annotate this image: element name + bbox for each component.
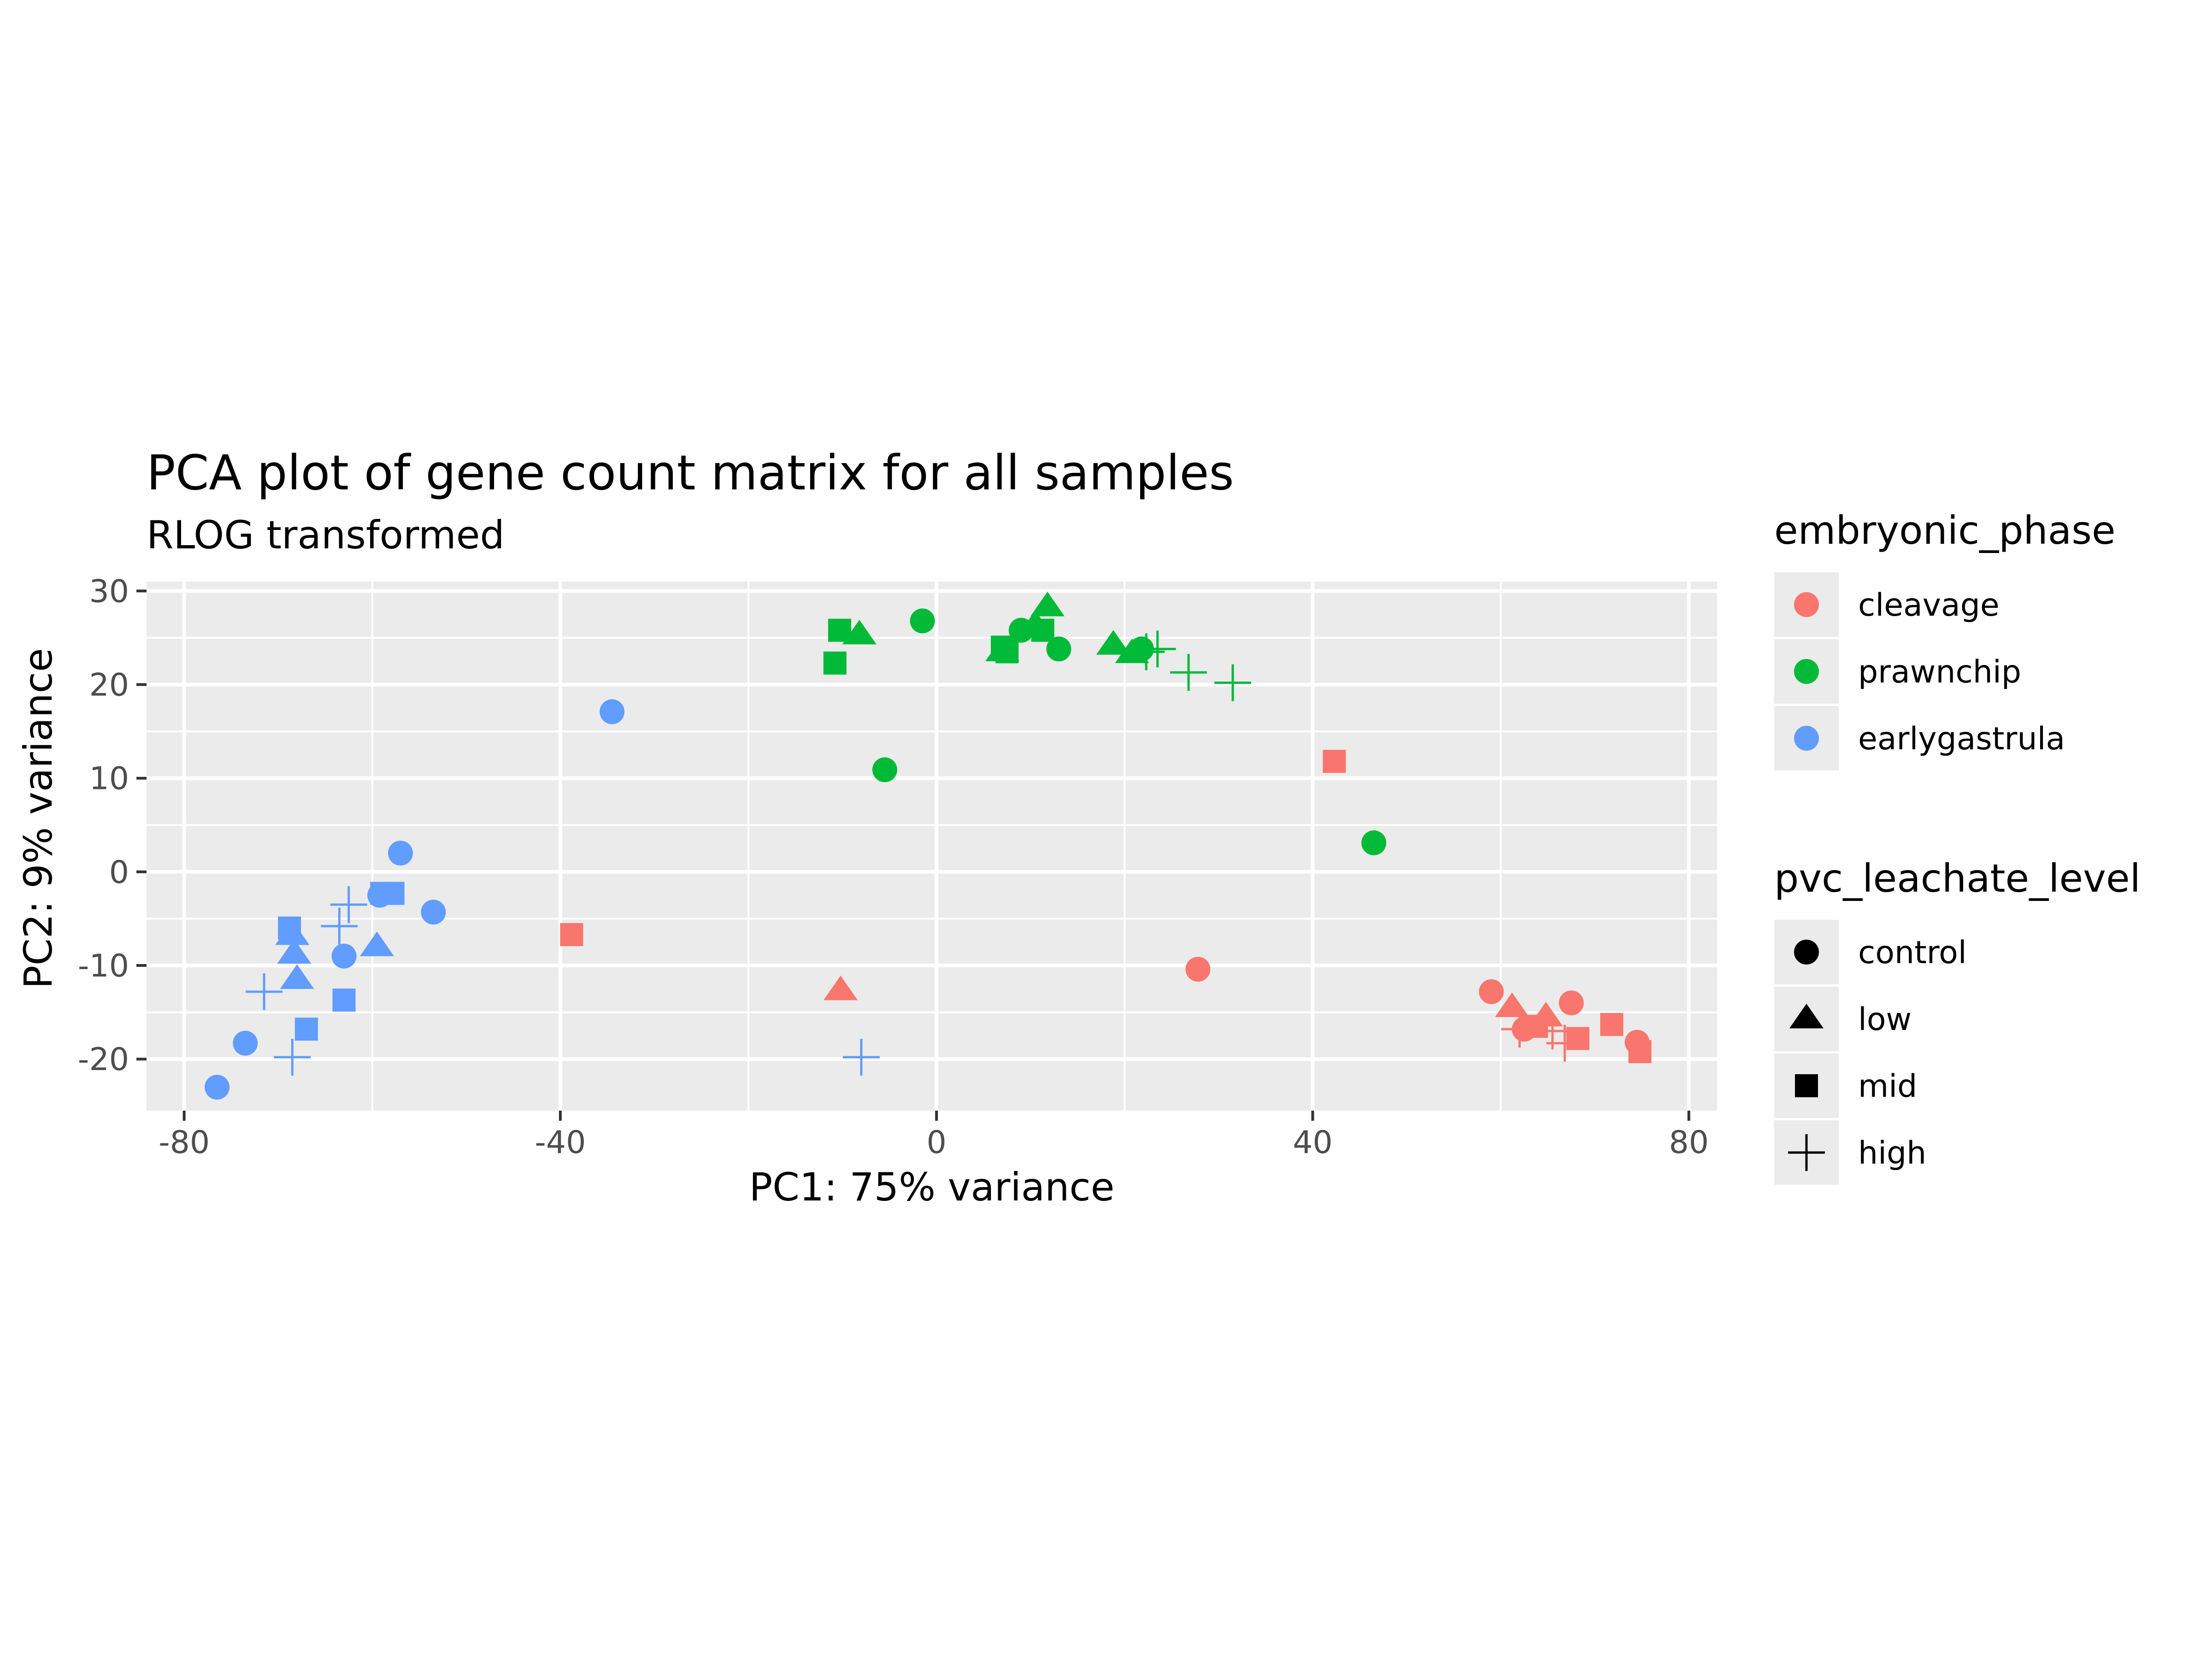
data-point: [600, 699, 625, 724]
plot-panel: [147, 582, 1717, 1111]
data-point: [995, 640, 1019, 664]
data-point: [1214, 664, 1252, 701]
y-tick-label: -20: [78, 1041, 129, 1078]
legend-key-level: [1794, 940, 1819, 965]
data-point: [1323, 750, 1346, 773]
y-tick-label: 10: [89, 761, 129, 797]
data-point: [294, 1018, 318, 1041]
data-point: [910, 608, 935, 634]
data-point: [1600, 1013, 1624, 1036]
data-points: [205, 591, 1652, 1100]
data-point: [1479, 979, 1504, 1004]
legend-key-level: [1795, 1074, 1818, 1097]
y-tick-label: 30: [89, 573, 129, 610]
x-tick-label: -40: [535, 1124, 586, 1161]
data-point: [359, 931, 394, 956]
data-point: [823, 651, 847, 675]
data-point: [824, 975, 858, 1000]
data-point: [1139, 630, 1176, 668]
data-point: [1096, 630, 1130, 655]
legend-label-level: low: [1858, 1001, 1912, 1038]
legend-key-phase: [1794, 592, 1819, 617]
data-point: [1361, 830, 1387, 855]
x-tick-label: 0: [927, 1124, 947, 1161]
data-point: [388, 841, 413, 866]
x-axis-label: PC1: 75% variance: [749, 1165, 1115, 1210]
data-point: [205, 1075, 230, 1100]
chart-subtitle: RLOG transformed: [147, 512, 505, 558]
chart-title: PCA plot of gene count matrix for all sa…: [147, 445, 1234, 501]
legend-key-level: [1788, 1134, 1825, 1171]
panel-background: [147, 582, 1717, 1111]
data-point: [274, 1039, 311, 1076]
data-point: [1559, 990, 1584, 1016]
data-point: [1529, 1001, 1563, 1027]
x-axis-ticks: -80 -40 0 40 80: [159, 1111, 1709, 1161]
data-point: [1031, 618, 1054, 642]
y-tick-label: -10: [78, 948, 129, 984]
y-tick-label: 0: [109, 854, 129, 891]
legend-label-phase: earlygastrula: [1858, 721, 2065, 757]
y-tick-label: 20: [89, 667, 129, 704]
legend-title-level: pvc_leachate_level: [1774, 856, 2141, 901]
legend-label-level: high: [1858, 1135, 1926, 1171]
y-axis-label: PC2: 9% variance: [16, 648, 61, 988]
data-point: [842, 619, 877, 645]
legend-key-phase: [1794, 659, 1819, 684]
data-point: [331, 943, 357, 969]
legend-label-phase: prawnchip: [1858, 654, 2021, 690]
legends: embryonic_phase cleavage prawnchip earlygas…: [1774, 508, 2141, 1185]
data-point: [1030, 591, 1065, 617]
x-tick-label: 80: [1669, 1124, 1709, 1161]
legend-key-level: [1789, 1004, 1824, 1029]
data-point: [321, 907, 358, 945]
data-point: [1170, 654, 1207, 691]
data-point: [421, 900, 446, 925]
legend-label-phase: cleavage: [1858, 587, 2000, 624]
x-tick-label: -80: [159, 1124, 210, 1161]
data-point: [560, 923, 583, 947]
y-axis-ticks: -20 -10 0 10 20 30: [78, 573, 147, 1078]
data-point: [233, 1030, 258, 1056]
data-point: [1046, 636, 1071, 662]
data-point: [330, 886, 367, 923]
data-point: [1628, 1040, 1652, 1063]
data-point: [1566, 1027, 1589, 1050]
data-point: [277, 939, 312, 964]
x-tick-label: 40: [1293, 1124, 1333, 1161]
legend-label-level: control: [1858, 935, 1967, 971]
legend-key-phase: [1794, 726, 1819, 751]
data-point: [332, 988, 356, 1012]
legend-title-phase: embryonic_phase: [1774, 508, 2116, 553]
data-point: [1185, 957, 1211, 982]
data-point: [246, 973, 283, 1010]
data-point: [280, 964, 314, 989]
grid-lines: [147, 582, 1717, 1111]
data-point: [842, 1039, 880, 1076]
data-point: [872, 757, 897, 782]
legend-label-level: mid: [1858, 1068, 1917, 1105]
data-point: [275, 920, 310, 945]
data-point: [381, 882, 405, 905]
